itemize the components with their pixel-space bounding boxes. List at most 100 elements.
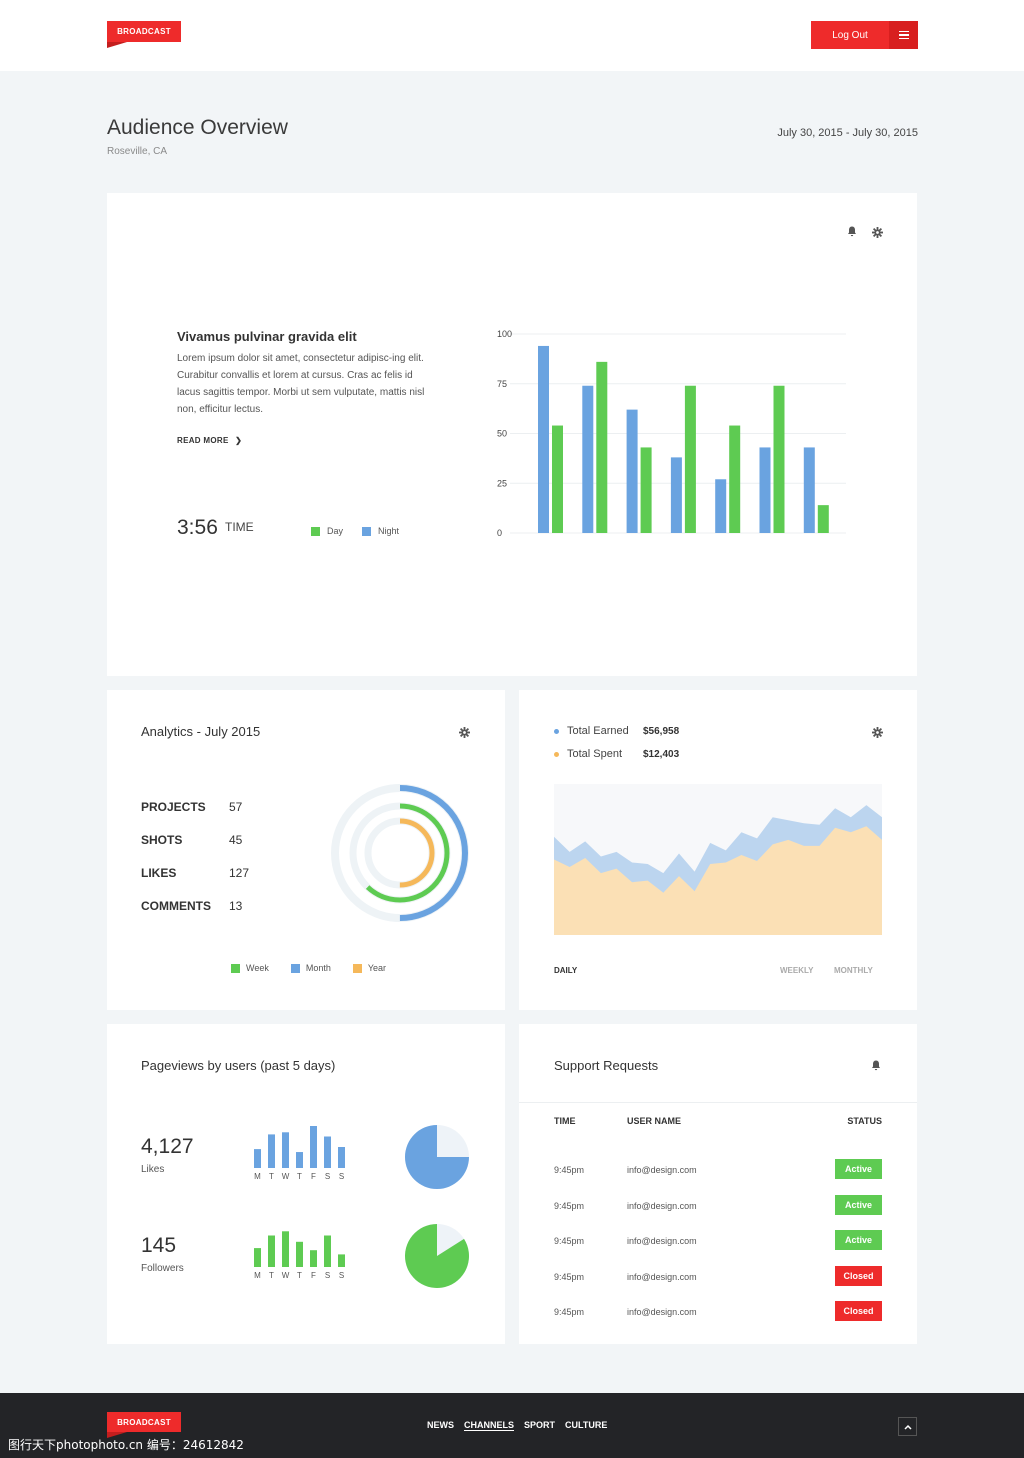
page-title: Audience Overview: [107, 116, 288, 139]
status-badge[interactable]: Closed: [835, 1265, 882, 1286]
day-label: T: [269, 1271, 274, 1280]
y-tick-label: 0: [497, 528, 502, 538]
mini-bar: [254, 1149, 261, 1168]
bar-day: [640, 447, 652, 533]
time-value: 3:56: [177, 516, 218, 539]
overview-heading: Vivamus pulvinar gravida elit: [177, 329, 357, 344]
bar-night: [670, 457, 682, 533]
legend-swatch: [231, 963, 240, 973]
bell-icon[interactable]: [847, 226, 857, 240]
gear-icon[interactable]: [872, 725, 883, 743]
row-time: 9:45pm: [554, 1236, 585, 1246]
tab-monthly[interactable]: MONTHLY: [834, 966, 873, 975]
col-status-header: STATUS: [847, 1116, 882, 1126]
total-spent-row: Total Spent $12,403: [554, 748, 679, 760]
day-label: W: [282, 1271, 290, 1280]
gear-icon[interactable]: [872, 227, 883, 241]
status-badge[interactable]: Active: [835, 1194, 882, 1215]
brand-logo[interactable]: BROADCAST: [107, 21, 181, 42]
col-time-header: TIME: [554, 1116, 576, 1126]
earned-value: $56,958: [643, 725, 680, 737]
stat-label: LIKES: [141, 866, 177, 880]
nav-culture[interactable]: CULTURE: [565, 1420, 608, 1430]
earned-dot: [554, 728, 559, 734]
nav-sport[interactable]: SPORT: [524, 1420, 556, 1430]
footer-logo[interactable]: BROADCAST: [107, 1412, 181, 1432]
bell-icon[interactable]: [871, 1058, 881, 1076]
legend-swatch: [352, 963, 362, 973]
day-label: T: [297, 1172, 302, 1181]
ring-month: [332, 785, 468, 921]
hamburger-icon-line: [898, 37, 909, 40]
bar-night: [803, 447, 815, 533]
row-user[interactable]: info@design.com: [627, 1307, 697, 1317]
day-label: M: [254, 1172, 261, 1181]
mini-bar: [296, 1241, 303, 1267]
status-badge[interactable]: Active: [835, 1230, 882, 1250]
bar-night: [759, 447, 771, 533]
row-user[interactable]: info@design.com: [627, 1271, 697, 1282]
day-label: M: [254, 1271, 261, 1280]
row-time: 9:45pm: [554, 1200, 585, 1211]
legend-day: Day: [311, 526, 343, 536]
pageviews-title: Pageviews by users (past 5 days): [141, 1058, 336, 1073]
likes-label: Likes: [141, 1164, 165, 1175]
followers-pie-chart: [405, 1224, 470, 1288]
legend-night: Night: [362, 526, 399, 536]
row-user[interactable]: info@design.com: [627, 1236, 697, 1246]
area-total-spent: [554, 826, 882, 935]
row-user[interactable]: info@design.com: [627, 1200, 697, 1211]
spent-dot: [554, 751, 559, 757]
logout-button[interactable]: Log Out: [811, 21, 889, 49]
ring-year: [365, 818, 435, 888]
col-user-header: USER NAME: [627, 1116, 682, 1126]
brand-logo-tail: [107, 42, 127, 48]
tab-daily[interactable]: DAILY: [554, 966, 578, 975]
stat-value: 45: [229, 833, 243, 847]
bar-night: [582, 385, 594, 533]
total-earned-row: Total Earned $56,958: [554, 725, 679, 737]
legend-label: Month: [305, 963, 331, 973]
mini-bar: [268, 1235, 275, 1267]
chevron-up-icon: [903, 1424, 912, 1430]
stat-row: SHOTS 45: [141, 833, 281, 866]
stat-row: PROJECTS 57: [141, 800, 281, 833]
scroll-top-button[interactable]: [898, 1417, 917, 1436]
mini-bar: [282, 1132, 289, 1168]
divider: [519, 1102, 917, 1103]
date-range[interactable]: July 30, 2015 - July 30, 2015: [777, 127, 918, 139]
followers-label: Followers: [141, 1263, 184, 1274]
legend-swatch: [290, 963, 300, 973]
earned-label: Total Earned: [567, 725, 629, 737]
nav-news[interactable]: NEWS: [427, 1420, 454, 1430]
status-badge[interactable]: Active: [835, 1159, 882, 1179]
tab-weekly[interactable]: WEEKLY: [780, 966, 814, 975]
analytics-card: [107, 690, 505, 1010]
legend-week: Week: [231, 963, 269, 973]
hamburger-icon-line: [898, 30, 909, 33]
row-user[interactable]: info@design.com: [627, 1165, 697, 1175]
day-label: F: [311, 1172, 316, 1181]
day-label: F: [311, 1271, 316, 1280]
menu-button[interactable]: [889, 21, 918, 49]
y-tick-label: 75: [497, 379, 507, 389]
spent-label: Total Spent: [567, 748, 623, 760]
gear-icon[interactable]: [459, 725, 470, 743]
footer-nav: NEWS CHANNELS SPORT CULTURE: [427, 1420, 617, 1431]
bar-day: [773, 385, 785, 533]
legend-label: Day: [327, 526, 344, 536]
mini-bar: [310, 1250, 317, 1267]
chevron-right-icon: ❯: [235, 436, 243, 445]
analytics-legend: Week Month Year: [231, 963, 386, 973]
stat-label: SHOTS: [141, 833, 183, 847]
stat-value: 57: [229, 800, 243, 814]
nav-channels[interactable]: CHANNELS: [464, 1420, 515, 1431]
status-badge[interactable]: Closed: [835, 1301, 882, 1321]
support-card: [519, 1024, 917, 1344]
legend-swatch: [311, 526, 320, 536]
legend-swatch: [362, 526, 371, 536]
bar-day: [552, 425, 563, 533]
read-more-link[interactable]: READ MORE ❯: [177, 436, 242, 445]
